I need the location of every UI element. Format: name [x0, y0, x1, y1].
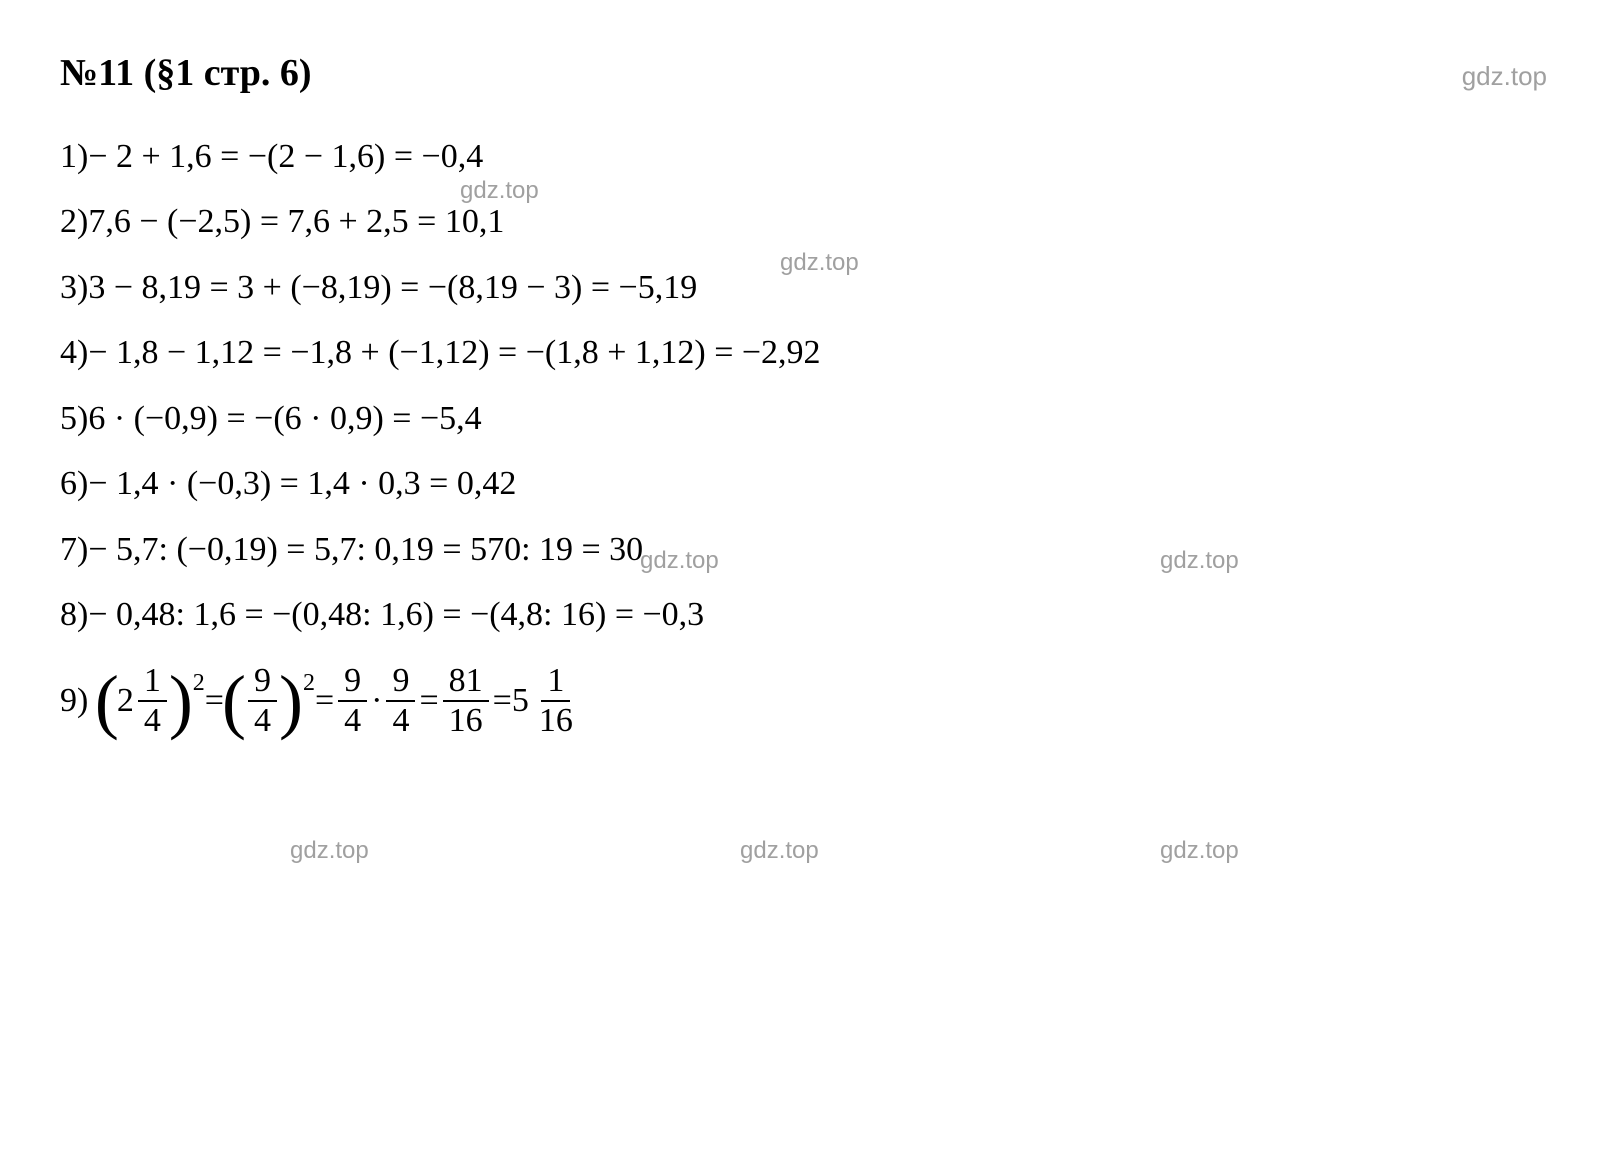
eq-num: 3): [60, 258, 88, 318]
fraction-6: 1 16: [533, 664, 579, 738]
eq-num: 7): [60, 520, 88, 580]
equals-4: =: [493, 671, 512, 731]
watermark-overlay: gdz.top: [460, 170, 539, 212]
watermark-overlay: gdz.top: [740, 830, 819, 872]
watermark-overlay: gdz.top: [1160, 540, 1239, 582]
eq-num: 6): [60, 454, 88, 514]
paren-group-1: ( 2 1 4 ): [97, 664, 191, 738]
eq-body: 7,6 − (−2,5) = 7,6 + 2,5 = 10,1: [88, 192, 504, 252]
exponent-2: 2: [303, 662, 315, 704]
paren-group-2: ( 9 4 ): [224, 664, 301, 738]
right-paren-icon: ): [169, 665, 193, 737]
equation-7: 7) − 5,7: (−0,19) = 5,7: 0,19 = 570: 19 …: [60, 520, 1547, 580]
exponent-1: 2: [193, 662, 205, 704]
eq-body: 3 − 8,19 = 3 + (−8,19) = −(8,19 − 3) = −…: [88, 258, 697, 318]
eq-num: 4): [60, 323, 88, 383]
right-paren-icon: ): [279, 665, 303, 737]
mixed-number-1: 2 1 4: [117, 664, 171, 738]
page-title: №11 (§1 стр. 6): [60, 40, 312, 107]
eq-body: − 2 + 1,6 = −(2 − 1,6) = −0,4: [88, 127, 483, 187]
mixed-number-2: 5 1 16: [512, 664, 583, 738]
eq-body: − 0,48: 1,6 = −(0,48: 1,6) = −(4,8: 16) …: [88, 585, 704, 645]
fraction-4: 9 4: [386, 664, 415, 738]
equals-3: =: [419, 671, 438, 731]
fraction-3: 9 4: [338, 664, 367, 738]
header-row: №11 (§1 стр. 6) gdz.top: [60, 40, 1547, 107]
equation-1: 1) − 2 + 1,6 = −(2 − 1,6) = −0,4: [60, 127, 1547, 187]
eq-body: − 1,8 − 1,12 = −1,8 + (−1,12) = −(1,8 + …: [88, 323, 820, 383]
fraction-1: 1 4: [138, 664, 167, 738]
fraction-5: 81 16: [443, 664, 489, 738]
equals-2: =: [315, 671, 334, 731]
eq-body: − 1,4 · (−0,3) = 1,4 · 0,3 = 0,42: [88, 454, 516, 514]
equation-6: 6) − 1,4 · (−0,3) = 1,4 · 0,3 = 0,42: [60, 454, 1547, 514]
eq-num: 2): [60, 192, 88, 252]
watermark-overlay: gdz.top: [640, 540, 719, 582]
fraction-2: 9 4: [248, 664, 277, 738]
watermark-overlay: gdz.top: [290, 830, 369, 872]
eq-num: 1): [60, 127, 88, 187]
left-paren-icon: (: [95, 665, 119, 737]
eq-num: 8): [60, 585, 88, 645]
equation-4: 4) − 1,8 − 1,12 = −1,8 + (−1,12) = −(1,8…: [60, 323, 1547, 383]
eq-num: 9): [60, 671, 88, 731]
left-paren-icon: (: [222, 665, 246, 737]
eq-body: − 5,7: (−0,19) = 5,7: 0,19 = 570: 19 = 3…: [88, 520, 643, 580]
dot-op: ·: [371, 671, 382, 731]
equation-5: 5) 6 · (−0,9) = −(6 · 0,9) = −5,4: [60, 389, 1547, 449]
eq-num: 5): [60, 389, 88, 449]
equation-8: 8) − 0,48: 1,6 = −(0,48: 1,6) = −(4,8: 1…: [60, 585, 1547, 645]
equation-9: 9) ( 2 1 4 ) 2 = ( 9 4 ) 2 =: [60, 651, 1547, 751]
eq-body: 6 · (−0,9) = −(6 · 0,9) = −5,4: [88, 389, 481, 449]
watermark-overlay: gdz.top: [1160, 830, 1239, 872]
watermark-overlay: gdz.top: [780, 242, 859, 284]
watermark-top: gdz.top: [1462, 54, 1547, 100]
